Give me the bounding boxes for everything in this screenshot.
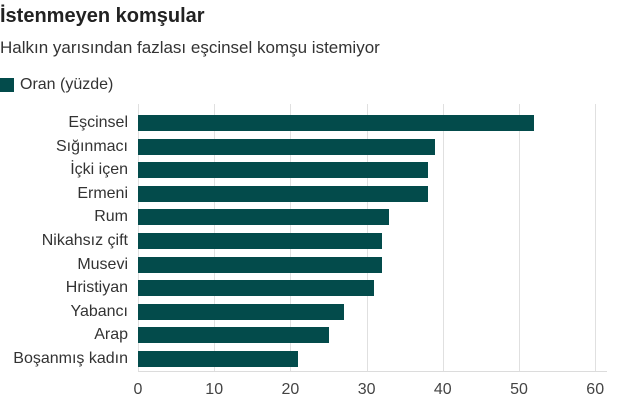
x-tick-label: 60 bbox=[586, 381, 605, 398]
bar bbox=[138, 280, 375, 297]
category-label: Sığınmacı bbox=[55, 137, 128, 155]
category-label: Ermeni bbox=[77, 184, 128, 202]
category-label: Hristiyan bbox=[65, 279, 128, 297]
legend-label: Oran (yüzde) bbox=[20, 76, 114, 93]
bar bbox=[138, 138, 436, 155]
category-label: Rum bbox=[94, 208, 128, 226]
chart-subtitle: Halkın yarısından fazlası eşcinsel komşu… bbox=[0, 38, 380, 57]
category-label: Eşcinsel bbox=[68, 114, 128, 131]
legend-swatch-icon bbox=[0, 78, 14, 92]
bar bbox=[138, 162, 428, 179]
category-label: Nikahsız çift bbox=[41, 232, 128, 249]
category-label: Arap bbox=[94, 326, 128, 344]
bar bbox=[138, 351, 299, 367]
x-tick-label: 20 bbox=[281, 381, 300, 398]
category-label: Boşanmış kadın bbox=[13, 350, 128, 367]
legend: Oran (yüzde) bbox=[0, 76, 113, 94]
category-label: Yabancı bbox=[70, 302, 128, 320]
bar bbox=[138, 233, 382, 249]
x-axis-line bbox=[138, 371, 607, 372]
bar bbox=[138, 115, 535, 131]
x-tick-label: 50 bbox=[510, 381, 528, 398]
bar bbox=[138, 209, 390, 226]
bar bbox=[138, 303, 344, 320]
x-tick-label: 30 bbox=[357, 381, 376, 398]
bar bbox=[138, 256, 382, 273]
category-label: Musevi bbox=[77, 255, 128, 273]
x-tick-label: 40 bbox=[433, 381, 452, 398]
gridline bbox=[595, 104, 597, 372]
gridline bbox=[442, 104, 444, 372]
plot-area bbox=[138, 104, 607, 372]
gridline bbox=[519, 104, 520, 372]
chart-title: İstenmeyen komşular bbox=[0, 5, 205, 27]
bar bbox=[138, 327, 329, 344]
x-tick-label: 10 bbox=[205, 381, 224, 398]
x-tick-label: 0 bbox=[133, 381, 143, 398]
category-label: İçki içen bbox=[70, 161, 128, 179]
bar bbox=[138, 185, 428, 202]
